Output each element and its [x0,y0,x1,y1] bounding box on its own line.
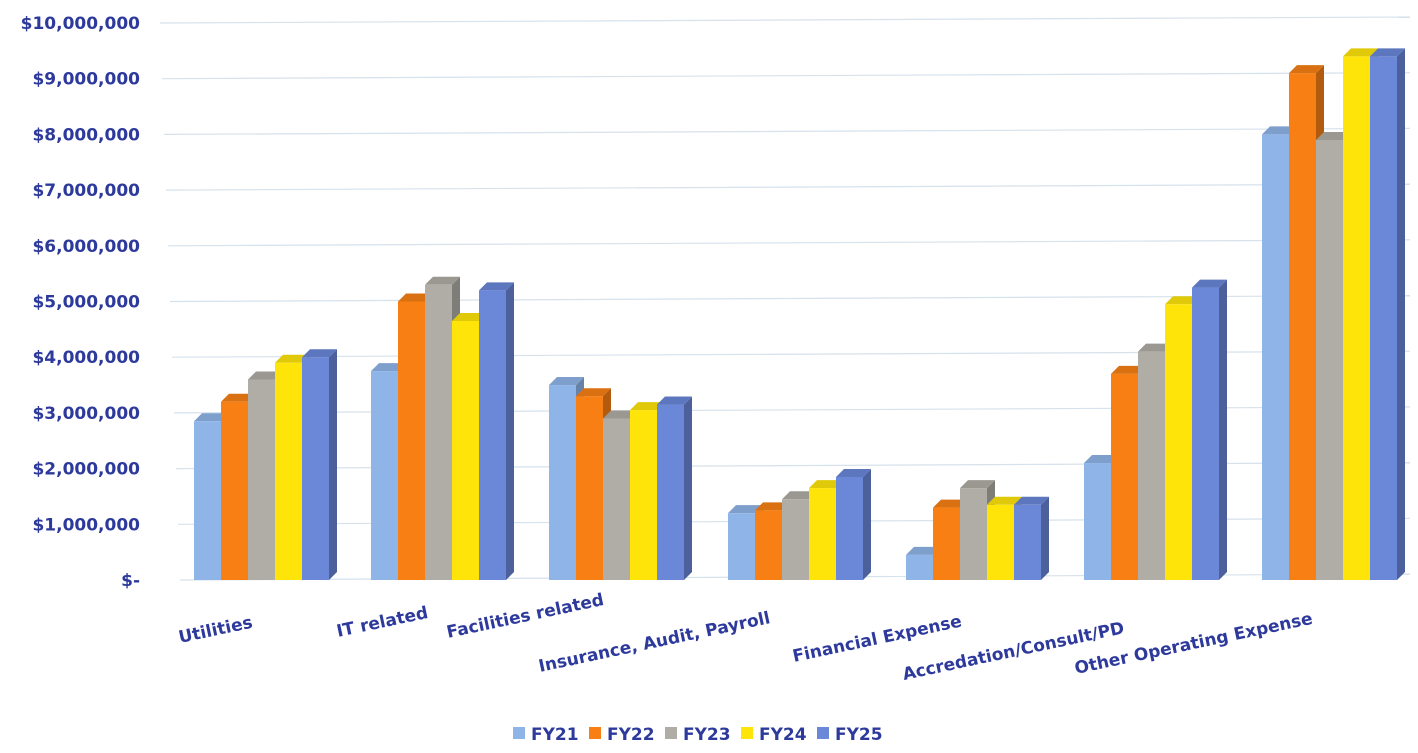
y-tick-label: $10,000,000 [21,14,141,34]
bar-fy25-4 [1014,496,1049,580]
gridline [161,72,1411,80]
x-axis: Utilities IT related Facilities relatedIns… [177,590,1315,685]
y-tick-label: $5,000,000 [32,293,140,313]
y-tick-label: $4,000,000 [32,348,140,368]
gridline [163,127,1411,135]
legend-item-fy21: FY21 [513,725,579,745]
bars [194,48,1405,581]
y-tick-label: $2,000,000 [32,460,140,480]
legend-swatch [665,727,677,739]
category-label: Insurance, Audit, Payroll [537,608,772,677]
gridline [165,183,1411,191]
bar-fy25-1 [479,282,514,580]
category-label: Other Operating Expense [1073,609,1315,679]
legend: FY21 FY22 FY23 FY24 FY25 [513,725,883,745]
category-label: IT related [335,603,430,642]
legend-label: FY24 [759,725,807,745]
legend-item-fy23: FY23 [665,725,731,745]
bar-fy25-3 [836,468,871,580]
legend-swatch [741,727,753,739]
legend-label: FY25 [835,725,883,745]
legend-label: FY22 [607,725,655,745]
y-tick-label: $9,000,000 [32,70,140,90]
legend-item-fy24: FY24 [741,725,807,745]
y-tick-label: $1,000,000 [32,515,140,535]
legend-swatch [513,727,525,739]
gridline [159,16,1411,24]
bar-fy25-6 [1370,48,1405,581]
legend-label: FY23 [683,725,731,745]
legend-item-fy22: FY22 [589,725,655,745]
category-label: Utilities [177,613,255,648]
y-axis: $- $1,000,000 $2,000,000 $3,000,000 $4,000,0… [21,14,141,591]
y-tick-label: $3,000,000 [32,404,140,424]
y-tick-label: $8,000,000 [32,125,140,145]
y-tick-label: $6,000,000 [32,237,140,257]
bar-fy25-5 [1192,279,1227,580]
legend-swatch [817,727,829,739]
legend-item-fy25: FY25 [817,725,883,745]
legend-swatch [589,727,601,739]
y-tick-label: $- [121,571,140,591]
category-label: Facilities related [445,590,606,643]
gridline [167,239,1411,247]
bar-fy25-0 [302,349,337,580]
bar-fy25-2 [657,396,692,580]
y-tick-label: $7,000,000 [32,181,140,201]
legend-label: FY21 [531,725,579,745]
